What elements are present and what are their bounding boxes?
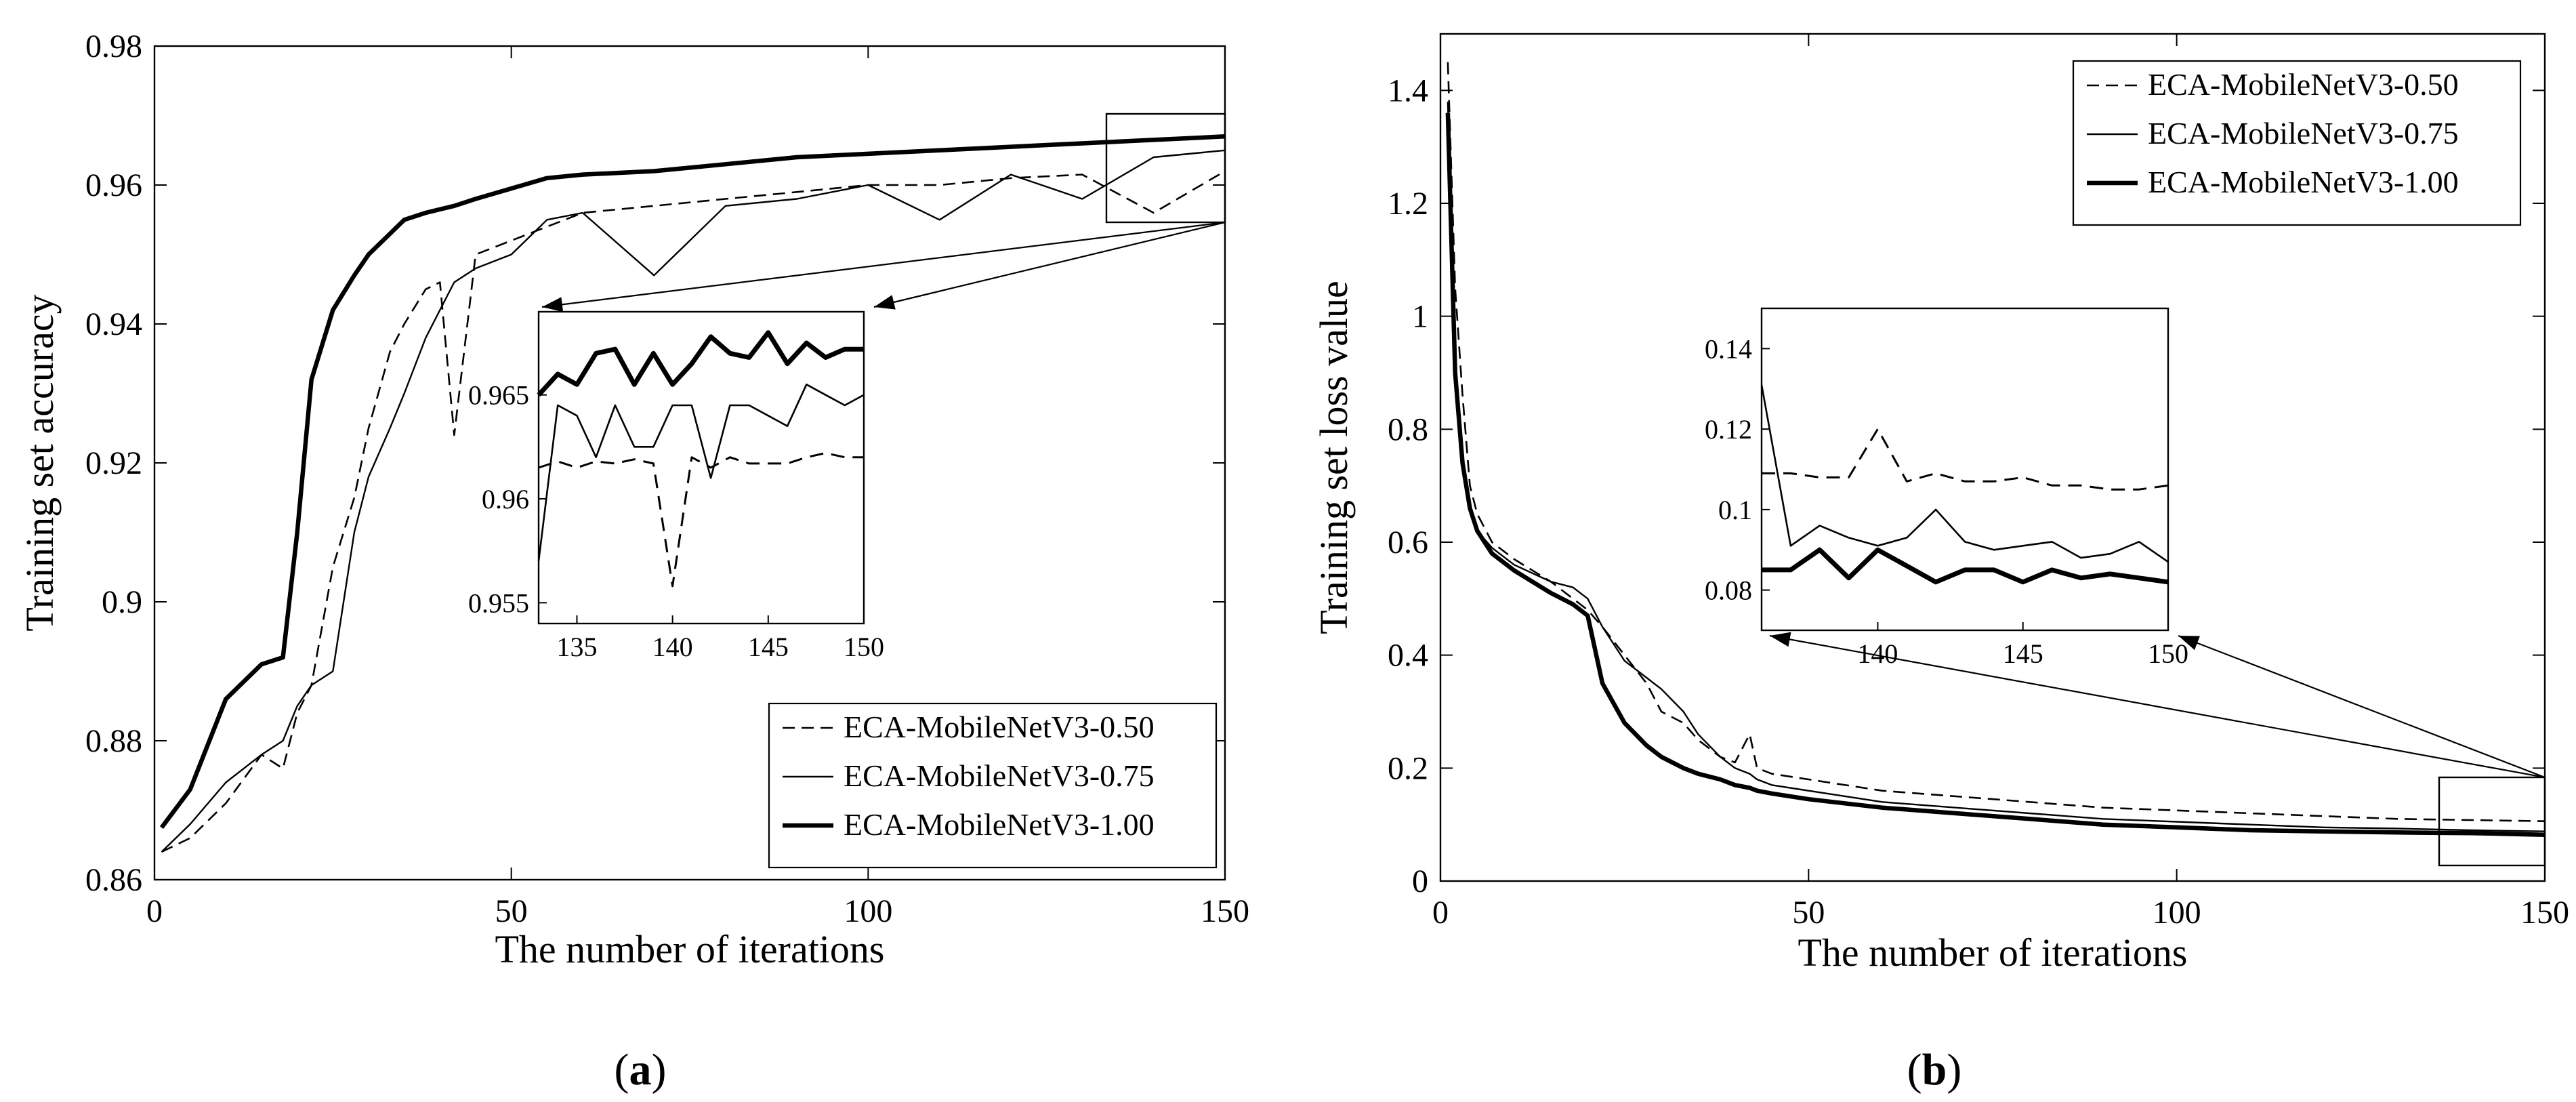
axes-frame [1439,33,2546,882]
legend-entry-label: ECA-MobileNetV3-0.75 [844,758,1155,793]
inset-y-tick-label: 0.08 [1705,575,1752,606]
x-tick-label: 100 [2153,895,2201,931]
legend-entry-label: ECA-MobileNetV3-0.50 [2148,67,2459,102]
y-tick-label: 0.92 [85,445,142,481]
legend-entry-label: ECA-MobileNetV3-1.00 [2148,165,2459,199]
series-line-thick [1445,113,2546,837]
x-tick-label: 0 [1432,895,1449,931]
inset-x-tick-label: 145 [2003,638,2043,669]
inset-y-tick-label: 0.965 [468,380,529,411]
inset-frame [537,310,865,625]
inset-x-tick-label: 145 [748,632,789,662]
inset-y-tick-label: 0.12 [1705,414,1752,445]
y-tick-label: 0.88 [85,723,142,759]
inset-x-tick-label: 150 [844,632,884,662]
x-axis-label: The number of iterations [1798,931,2188,975]
legend-box [2072,60,2522,226]
inset-x-tick-label: 140 [652,632,693,662]
zoom-region-box [1105,113,1226,224]
inset-series-line-thick [1762,547,2169,585]
x-tick-label: 150 [2520,895,2569,931]
inset-y-tick-label: 0.1 [1718,495,1752,525]
zoom-arrow-head [1770,632,1791,647]
zoom-arrow-line [873,221,1226,308]
x-tick-label: 0 [146,893,163,929]
y-tick-label: 0.8 [1388,411,1428,447]
inset-series-line-thin [1760,384,2169,563]
x-tick-label: 100 [844,893,892,929]
inset-frame [1760,307,2169,632]
y-tick-label: 0.86 [85,862,142,898]
x-tick-label: 50 [1792,895,1825,931]
x-tick-label: 150 [1201,893,1249,929]
panel-label-a: (a) [615,1045,667,1095]
y-tick-label: 0.2 [1388,750,1428,786]
legend-entry-label: ECA-MobileNetV3-0.50 [844,710,1155,744]
legend-entry-label: ECA-MobileNetV3-0.75 [2148,116,2459,150]
zoom-arrow-head [874,295,896,310]
y-tick-label: 0 [1412,863,1428,899]
inset-x-tick-label: 140 [1857,638,1898,669]
zoom-arrow-line [1769,634,2546,779]
y-tick-label: 0.98 [85,28,142,64]
inset-y-tick-label: 0.96 [482,484,529,514]
x-axis-label: The number of iterations [495,927,885,971]
series-line-dashed [1447,62,2546,822]
y-tick-label: 0.96 [85,167,142,203]
x-tick-label: 50 [495,893,528,929]
series-line-thin [1447,101,2546,832]
y-tick-label: 0.6 [1388,525,1428,560]
y-tick-label: 1.2 [1388,186,1428,222]
chart-panel-a: 0 50 100 150 0.86 0.88 0.9 0.92 0.94 0.96 0.98 The … [18,28,1249,971]
zoom-region-box [2438,776,2546,867]
series-line-thin [161,149,1226,853]
y-tick-label: 0.9 [102,584,142,620]
inset-x-tick-label: 150 [2148,638,2188,669]
panel-label-b: (b) [1907,1045,1962,1095]
y-axis-label: Training set accuracy [18,294,62,631]
y-tick-label: 0.94 [85,306,142,342]
y-axis-label: Training set loss value [1312,281,1356,634]
inset-x-tick-label: 135 [556,632,597,662]
series-line-dashed [161,170,1226,853]
inset-series-line-dashed [1762,428,2169,491]
inset-y-tick-label: 0.14 [1705,333,1752,364]
inset-series-line-thick [537,330,864,397]
inset-y-tick-label: 0.955 [468,588,529,618]
zoom-arrow-line [541,221,1226,308]
legend-box [768,702,1218,869]
legend-entry-label: ECA-MobileNetV3-1.00 [844,807,1155,842]
chart-panel-b: 0 50 100 150 0 0.2 0.4 0.6 0.8 1 1.2 1.4 The number … [1312,33,2569,975]
y-tick-label: 1 [1412,299,1428,335]
zoom-arrow-line [2178,634,2546,779]
series-line-thick [159,134,1226,830]
zoom-arrow-head [542,297,564,312]
inset-series-line-thin [537,383,865,562]
zoom-arrow-head [2178,636,2200,651]
y-tick-label: 1.4 [1388,73,1428,108]
y-tick-label: 0.4 [1388,638,1428,674]
